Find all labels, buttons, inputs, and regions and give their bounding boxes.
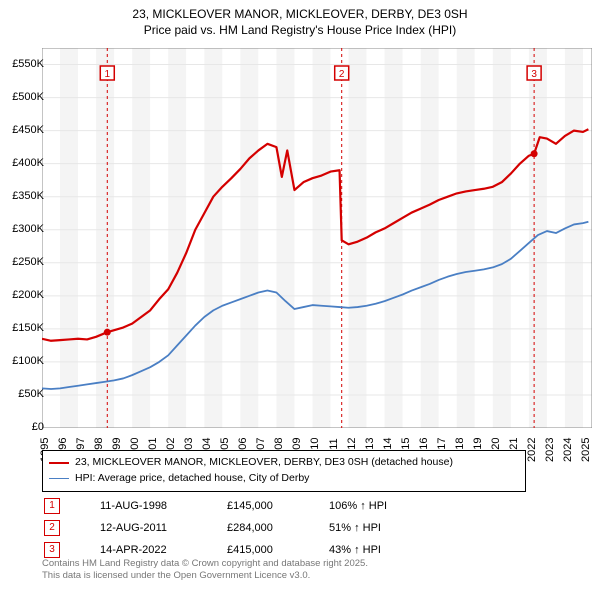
y-tick-label: £100K	[0, 355, 44, 367]
y-tick-label: £400K	[0, 157, 44, 169]
chart-svg: 1 2 3	[42, 48, 592, 428]
marker-row: 3 14-APR-2022£415,00043% ↑ HPI	[44, 540, 387, 560]
legend-swatch	[49, 462, 69, 464]
svg-text:2: 2	[339, 69, 345, 80]
marker-row: 1 11-AUG-1998£145,000106% ↑ HPI	[44, 496, 387, 516]
legend-row: HPI: Average price, detached house, City…	[49, 471, 519, 487]
footer: Contains HM Land Registry data © Crown c…	[42, 558, 368, 583]
title-line1: 23, MICKLEOVER MANOR, MICKLEOVER, DERBY,…	[132, 7, 467, 21]
marker-box: 3	[44, 542, 60, 558]
marker-delta: 106% ↑ HPI	[329, 500, 387, 512]
marker-price: £415,000	[227, 544, 327, 556]
y-tick-label: £300K	[0, 223, 44, 235]
chart-container: 23, MICKLEOVER MANOR, MICKLEOVER, DERBY,…	[0, 0, 600, 590]
marker-price: £145,000	[227, 500, 327, 512]
y-tick-label: £450K	[0, 124, 44, 136]
footer-line1: Contains HM Land Registry data © Crown c…	[42, 558, 368, 569]
y-tick-label: £350K	[0, 190, 44, 202]
x-tick-label: 2023	[544, 438, 556, 462]
y-tick-label: £150K	[0, 322, 44, 334]
legend-label: HPI: Average price, detached house, City…	[75, 471, 309, 487]
x-tick-label: 2022	[526, 438, 538, 462]
y-tick-label: £0	[0, 421, 44, 433]
y-tick-label: £50K	[0, 388, 44, 400]
marker-date: 12-AUG-2011	[100, 522, 225, 534]
markers-table: 1 11-AUG-1998£145,000106% ↑ HPI 2 12-AUG-20…	[42, 494, 389, 562]
marker-price: £284,000	[227, 522, 327, 534]
marker-date: 11-AUG-1998	[100, 500, 225, 512]
legend-swatch	[49, 478, 69, 479]
footer-line2: This data is licensed under the Open Gov…	[42, 570, 310, 581]
x-tick-label: 2025	[580, 438, 592, 462]
y-tick-label: £550K	[0, 58, 44, 70]
svg-text:1: 1	[104, 69, 110, 80]
marker-box: 2	[44, 520, 60, 536]
title-line2: Price paid vs. HM Land Registry's House …	[144, 23, 456, 37]
legend-label: 23, MICKLEOVER MANOR, MICKLEOVER, DERBY,…	[75, 455, 453, 471]
y-tick-label: £250K	[0, 256, 44, 268]
svg-text:3: 3	[531, 69, 537, 80]
marker-delta: 51% ↑ HPI	[329, 522, 381, 534]
chart-title: 23, MICKLEOVER MANOR, MICKLEOVER, DERBY,…	[0, 0, 600, 38]
legend: 23, MICKLEOVER MANOR, MICKLEOVER, DERBY,…	[42, 450, 526, 492]
y-tick-label: £200K	[0, 289, 44, 301]
chart-area: 1 2 3	[42, 48, 592, 428]
legend-row: 23, MICKLEOVER MANOR, MICKLEOVER, DERBY,…	[49, 455, 519, 471]
y-tick-label: £500K	[0, 91, 44, 103]
marker-box: 1	[44, 498, 60, 514]
marker-row: 2 12-AUG-2011£284,00051% ↑ HPI	[44, 518, 387, 538]
marker-date: 14-APR-2022	[100, 544, 225, 556]
x-tick-label: 2024	[562, 438, 574, 462]
marker-delta: 43% ↑ HPI	[329, 544, 381, 556]
